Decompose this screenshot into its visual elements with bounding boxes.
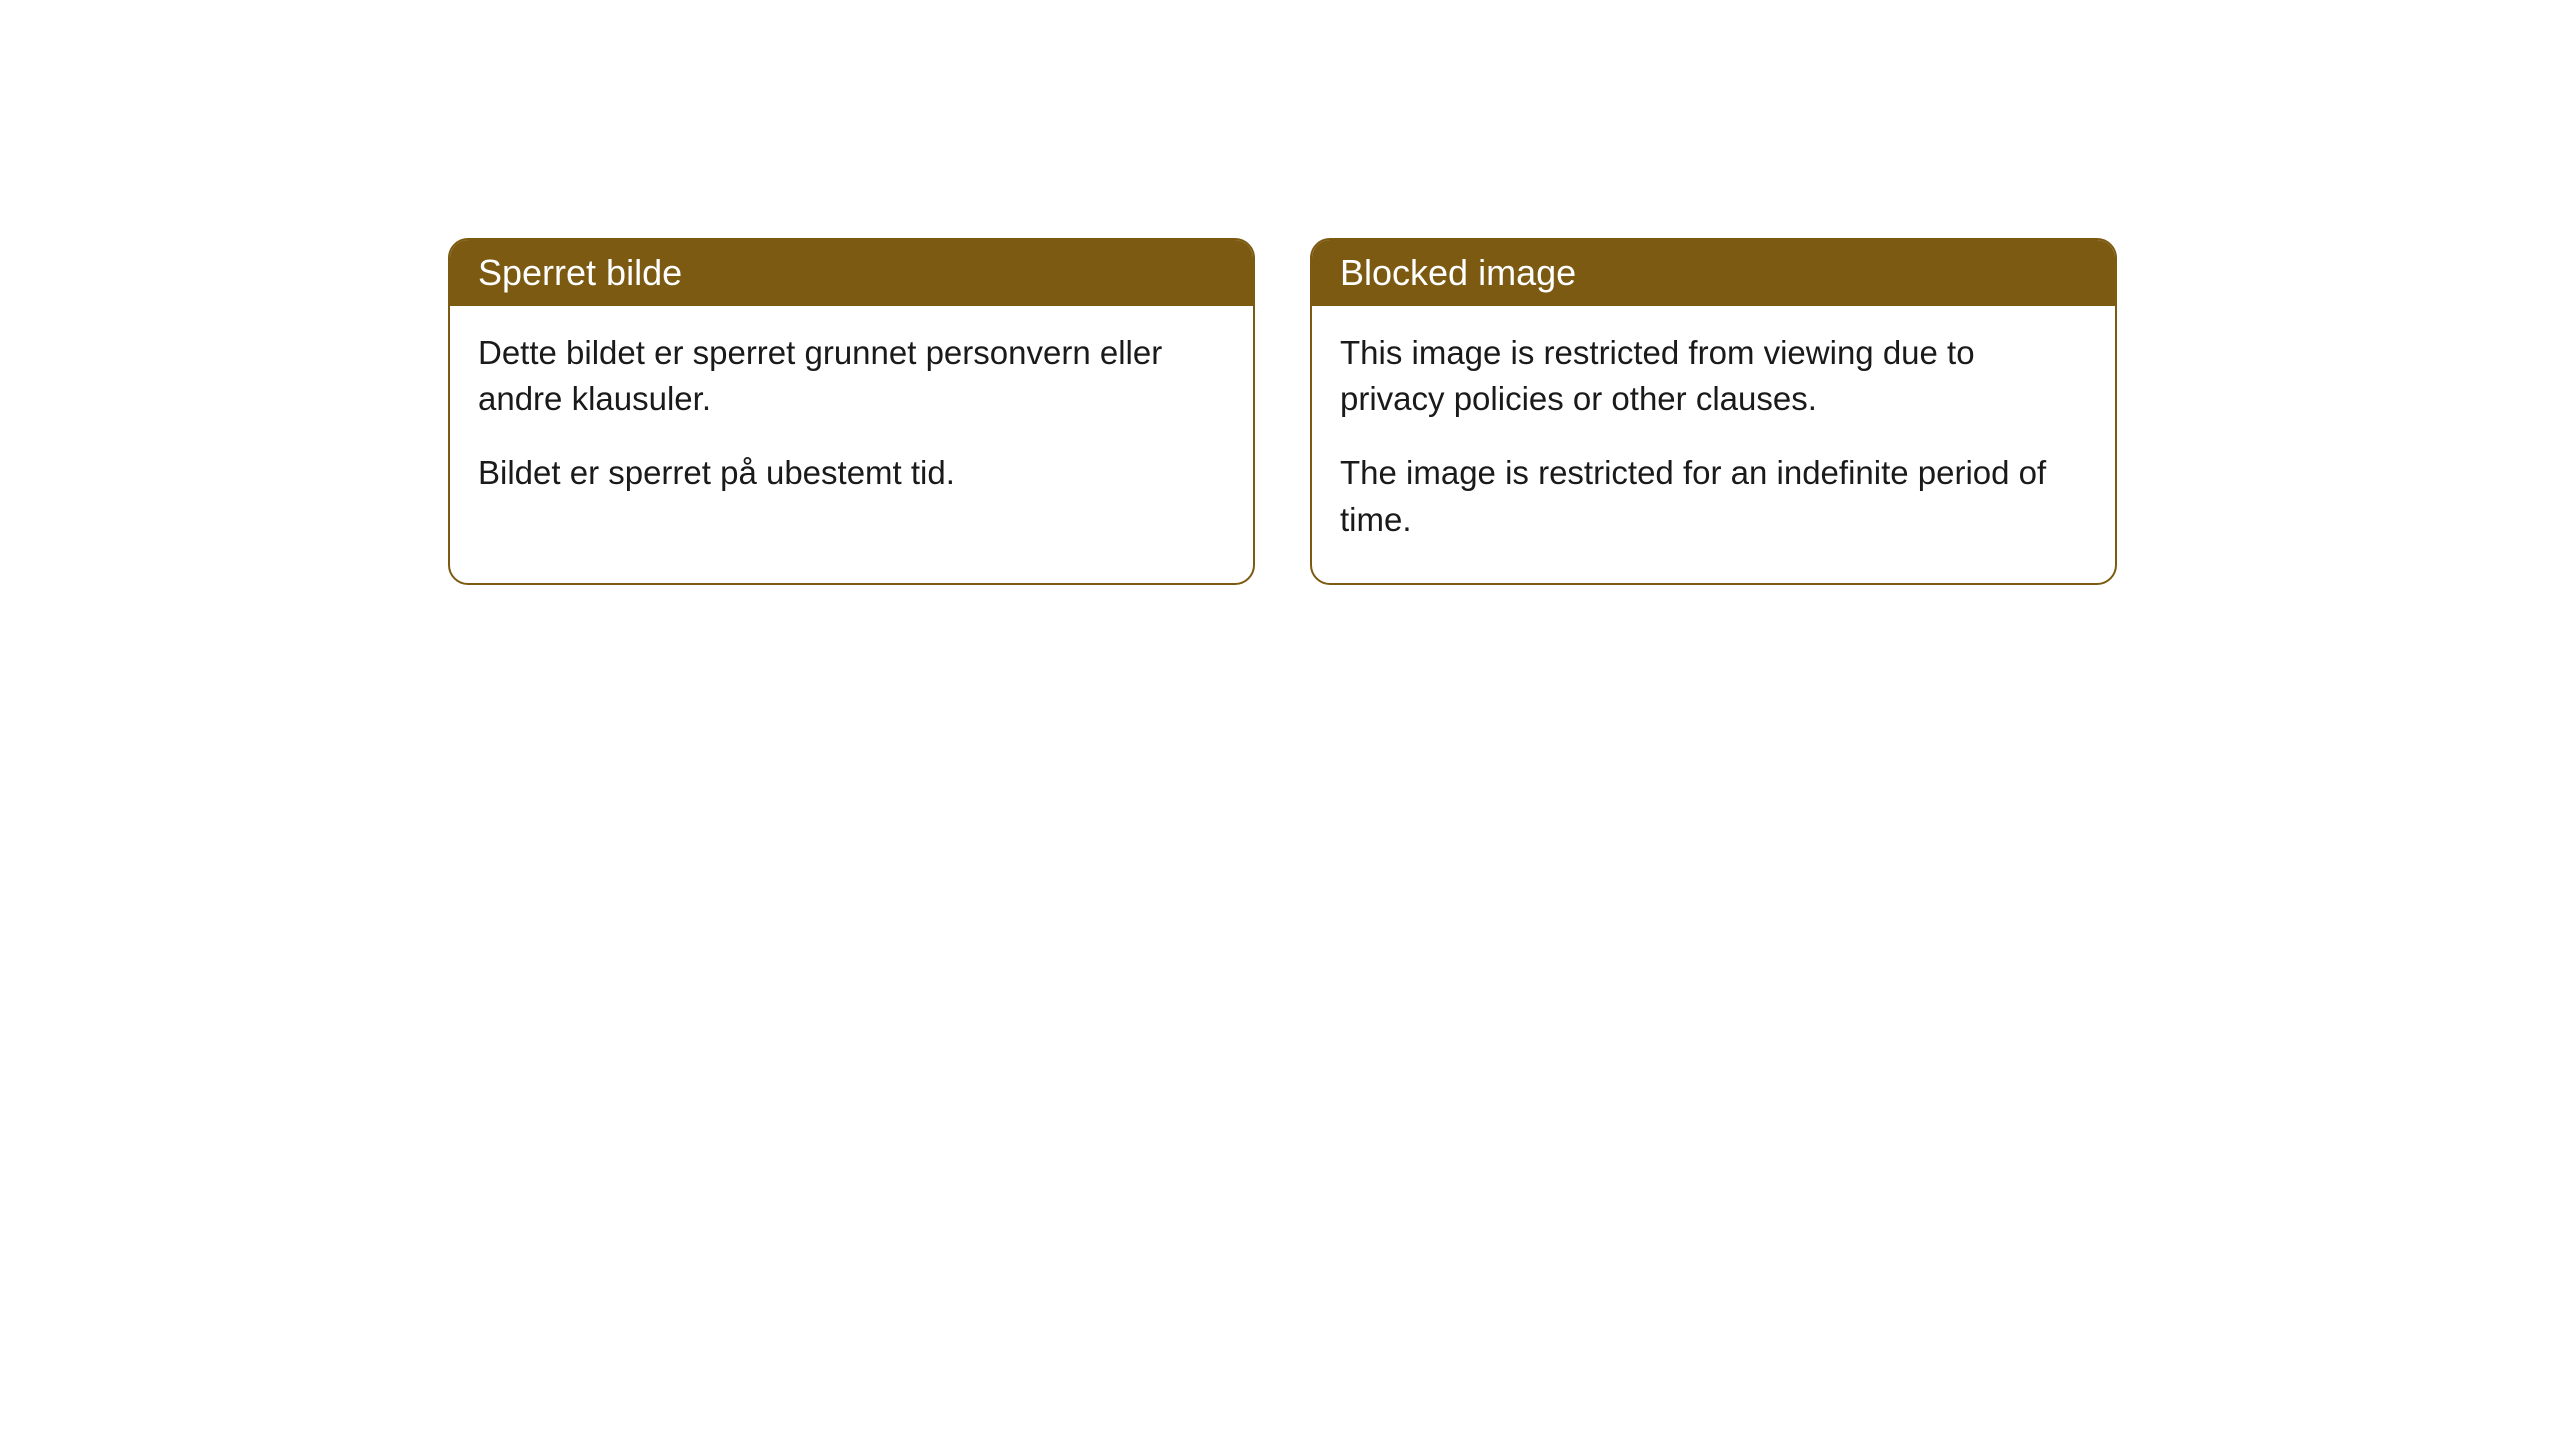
notice-cards-container: Sperret bilde Dette bildet er sperret gr… (448, 238, 2117, 585)
card-header-norwegian: Sperret bilde (450, 240, 1253, 306)
card-paragraph-2-norwegian: Bildet er sperret på ubestemt tid. (478, 450, 1225, 496)
blocked-image-card-norwegian: Sperret bilde Dette bildet er sperret gr… (448, 238, 1255, 585)
card-paragraph-1-english: This image is restricted from viewing du… (1340, 330, 2087, 422)
card-paragraph-2-english: The image is restricted for an indefinit… (1340, 450, 2087, 542)
card-header-english: Blocked image (1312, 240, 2115, 306)
card-body-english: This image is restricted from viewing du… (1312, 306, 2115, 583)
card-body-norwegian: Dette bildet er sperret grunnet personve… (450, 306, 1253, 537)
blocked-image-card-english: Blocked image This image is restricted f… (1310, 238, 2117, 585)
card-paragraph-1-norwegian: Dette bildet er sperret grunnet personve… (478, 330, 1225, 422)
